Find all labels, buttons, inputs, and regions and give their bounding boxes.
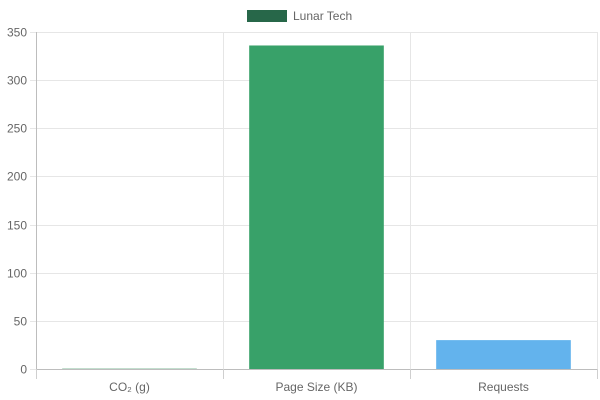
y-tick-label: 200 [7,170,27,184]
x-tick-label: Page Size (KB) [275,380,357,394]
x-tick-label: CO₂ (g) [109,380,150,394]
x-tick-label: Requests [478,380,529,394]
y-tick-label: 150 [7,219,27,233]
bar-2[interactable] [436,340,571,369]
bars [62,45,571,369]
legend-label-lunar-tech[interactable]: Lunar Tech [293,9,352,23]
axes [36,32,597,370]
y-tick-label: 250 [7,122,27,136]
x-axis-ticks: CO₂ (g) Page Size (KB) Requests [36,369,598,394]
legend[interactable]: Lunar Tech [247,9,352,23]
y-tick-label: 50 [14,315,28,329]
y-tick-label: 100 [7,267,27,281]
y-axis-ticks: 0 50 100 150 200 250 300 350 [7,26,36,377]
legend-swatch[interactable] [247,10,287,22]
bar-1[interactable] [249,45,384,369]
y-tick-label: 350 [7,26,27,40]
y-tick-label: 0 [20,363,27,377]
y-tick-label: 300 [7,74,27,88]
